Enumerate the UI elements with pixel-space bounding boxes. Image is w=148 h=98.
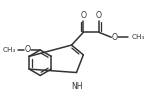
Text: O: O	[96, 11, 102, 20]
Text: O: O	[24, 45, 30, 54]
Text: CH₃: CH₃	[131, 34, 145, 40]
Text: O: O	[80, 11, 86, 20]
Text: NH: NH	[72, 82, 83, 91]
Text: CH₃: CH₃	[2, 47, 16, 53]
Text: O: O	[112, 33, 118, 42]
